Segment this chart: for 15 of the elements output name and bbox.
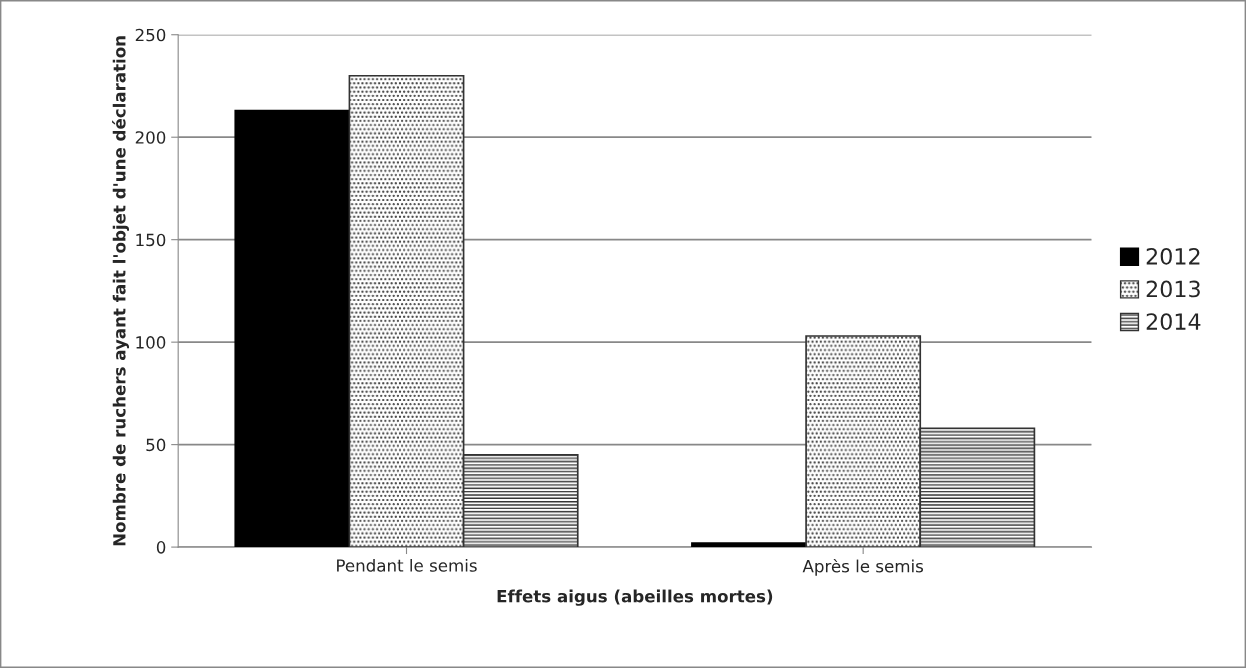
y-tick-label: 50 (146, 438, 166, 452)
y-tick-label: 0 (156, 541, 166, 554)
legend-label: 2014 (1146, 313, 1201, 330)
x-tick-label: Après le semis (802, 558, 924, 576)
y-tick-label: 200 (135, 131, 166, 144)
y-axis-title: Nombre de ruchers ayant fait l'objet d'une déclaration (112, 36, 129, 546)
x-axis-title: Effets aigus (abeilles mortes) (497, 589, 773, 606)
bar (691, 542, 807, 548)
y-tick-label: 250 (135, 28, 166, 42)
y-tick-label: 100 (136, 336, 166, 349)
legend-label: 2013 (1146, 280, 1200, 298)
legend-label: 2012 (1146, 247, 1200, 265)
y-tick-label: 150 (136, 233, 166, 247)
x-tick-label: Pendant le semis (337, 558, 477, 572)
bar (234, 109, 351, 548)
